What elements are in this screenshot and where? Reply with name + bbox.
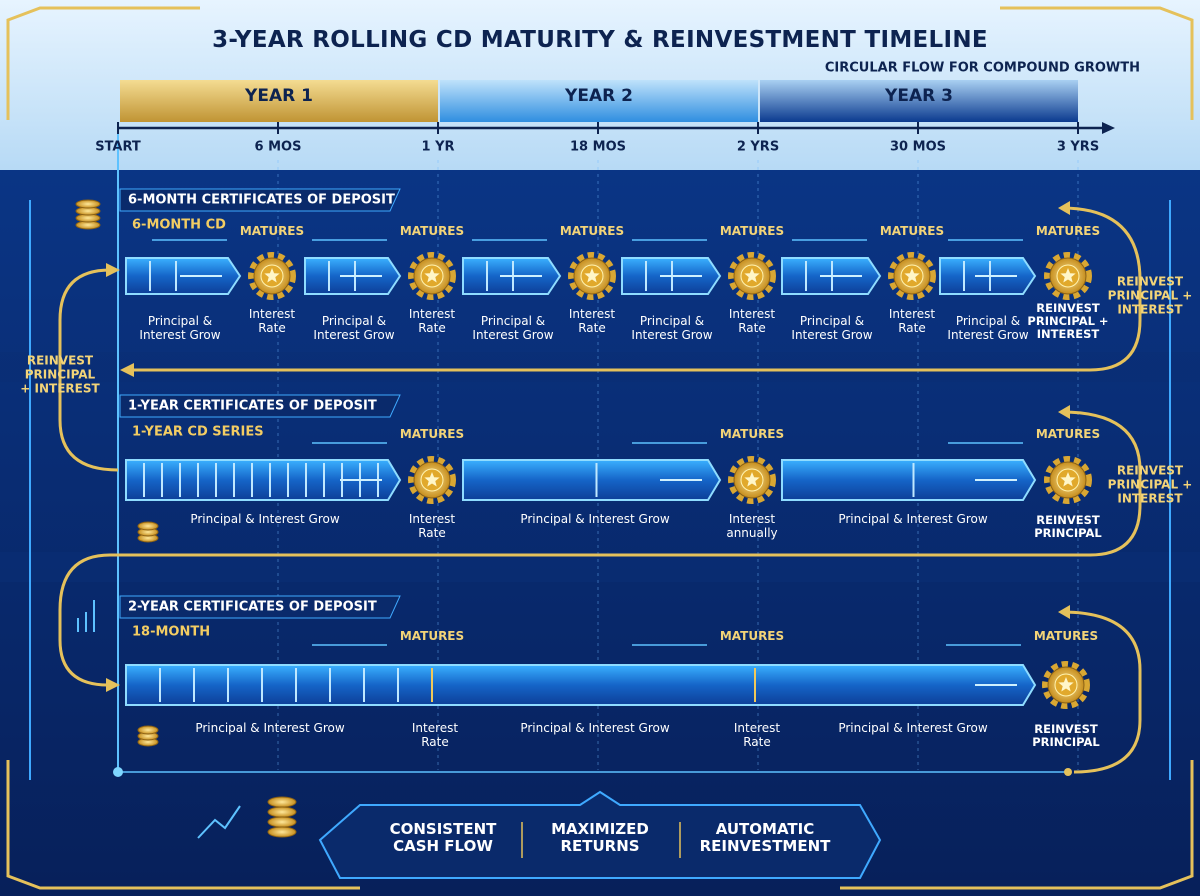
row-title: 1-YEAR CERTIFICATES OF DEPOSIT [128, 398, 377, 414]
matures-label: MATURES [719, 427, 785, 442]
row-title: 2-YEAR CERTIFICATES OF DEPOSIT [128, 599, 377, 615]
year-label: YEAR 1 [245, 86, 313, 107]
growth-label: Principal & Interest Grow [631, 314, 713, 342]
timeline-label: 1 YR [421, 139, 455, 155]
series-label: 6-MONTH CD [132, 217, 226, 233]
growth-label: Principal & Interest Grow [520, 721, 670, 736]
gear [408, 252, 456, 300]
gear-label: Interest Rate [411, 721, 459, 749]
gear-star [264, 268, 280, 283]
gear-label: Interest Rate [728, 307, 776, 335]
row-title-box [119, 394, 401, 418]
gear-label: REINVEST PRINCIPAL [1034, 512, 1102, 540]
matures-label: MATURES [399, 629, 465, 644]
gear-star [584, 268, 600, 283]
gear [728, 456, 776, 504]
side-label: REINVEST PRINCIPAL + INTEREST [1107, 463, 1193, 505]
year-label: YEAR 2 [565, 86, 633, 107]
matures-label: MATURES [239, 224, 305, 239]
side-label: REINVEST PRINCIPAL + INTEREST [20, 353, 100, 395]
timeline-label: 30 MOS [890, 139, 946, 155]
series-label: 18-MONTH [132, 624, 211, 640]
matures-label: MATURES [399, 427, 465, 442]
matures-label: MATURES [399, 224, 465, 239]
cd-bar [462, 459, 722, 501]
gear-star [744, 268, 760, 283]
gear-star [744, 472, 760, 487]
growth-label: Principal & Interest Grow [472, 314, 554, 342]
gear-label: Interest Rate [248, 307, 296, 335]
growth-label: Principal & Interest Grow [947, 314, 1029, 342]
gear-star [424, 268, 440, 283]
series-label: 1-YEAR CD SERIES [132, 424, 264, 440]
gear-star [424, 472, 440, 487]
gear-star [904, 268, 920, 283]
matures-label: MATURES [1035, 224, 1101, 239]
gear-star [1060, 472, 1076, 487]
gear-label: REINVEST PRINCIPAL [1032, 721, 1100, 749]
cd-bar [125, 459, 402, 501]
growth-label: Principal & Interest Grow [313, 314, 395, 342]
growth-label: Principal & Interest Grow [139, 314, 221, 342]
growth-label: Principal & Interest Grow [190, 512, 340, 527]
footer-label: AUTOMATIC REINVESTMENT [699, 819, 831, 855]
row-title: 6-MONTH CERTIFICATES OF DEPOSIT [128, 192, 395, 208]
gear-label: Interest Rate [408, 307, 456, 335]
gear [568, 252, 616, 300]
growth-label: Principal & Interest Grow [520, 512, 670, 527]
matures-label: MATURES [1033, 629, 1099, 644]
side-label: REINVEST PRINCIPAL + INTEREST [1107, 274, 1193, 316]
timeline-label: 2 YRS [736, 139, 780, 155]
gear-label: Interest annually [726, 512, 778, 540]
gear [888, 252, 936, 300]
gear-label: REINVEST PRINCIPAL + INTEREST [1027, 301, 1109, 342]
gear-label: Interest Rate [733, 721, 781, 749]
growth-label: Principal & Interest Grow [195, 721, 345, 736]
row-title-box [119, 595, 401, 619]
gear [248, 252, 296, 300]
growth-label: Principal & Interest Grow [838, 512, 988, 527]
subtitle: CIRCULAR FLOW FOR COMPOUND GROWTH [824, 60, 1140, 76]
matures-label: MATURES [559, 224, 625, 239]
footer-label: CONSISTENT CASH FLOW [389, 819, 497, 855]
cd-bar [781, 459, 1037, 501]
year-label: YEAR 3 [885, 86, 953, 107]
gear-label: Interest Rate [568, 307, 616, 335]
growth-label: Principal & Interest Grow [791, 314, 873, 342]
gear-star [1060, 268, 1076, 283]
matures-label: MATURES [719, 224, 785, 239]
matures-label: MATURES [1035, 427, 1101, 442]
gear [1042, 661, 1090, 709]
gear-label: Interest Rate [888, 307, 936, 335]
title: 3-YEAR ROLLING CD MATURITY & REINVESTMEN… [212, 26, 988, 53]
timeline-label: 6 MOS [254, 139, 302, 155]
footer-label: MAXIMIZED RETURNS [551, 819, 649, 855]
timeline-label: 18 MOS [570, 139, 626, 155]
matures-label: MATURES [719, 629, 785, 644]
gear [728, 252, 776, 300]
growth-label: Principal & Interest Grow [838, 721, 988, 736]
timeline-label: START [95, 139, 141, 155]
gear-label: Interest Rate [408, 512, 456, 540]
matures-label: MATURES [879, 224, 945, 239]
gear [408, 456, 456, 504]
cd-bar [125, 664, 1037, 706]
gear [1044, 252, 1092, 300]
timeline-label: 3 YRS [1056, 139, 1100, 155]
row-title-box [119, 188, 401, 212]
gear-star [1058, 677, 1074, 692]
gear [1044, 456, 1092, 504]
